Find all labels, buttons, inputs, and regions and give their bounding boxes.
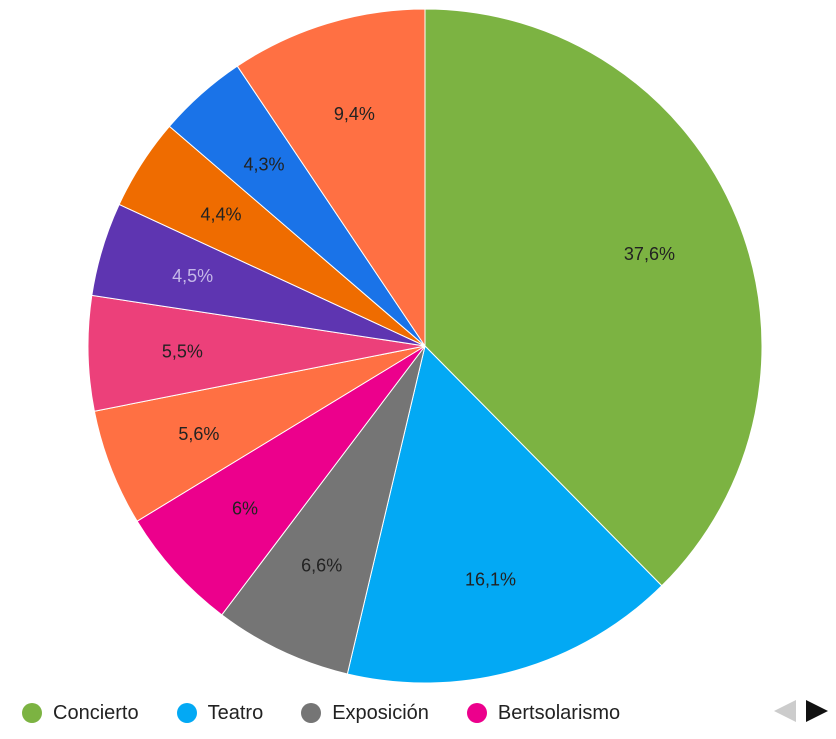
pie-slice[interactable]	[424, 8, 763, 587]
legend-label: Concierto	[53, 701, 139, 724]
legend-item-teatro[interactable]: Teatro	[176, 701, 264, 725]
pie-slice[interactable]	[136, 345, 426, 616]
legend-swatch	[22, 703, 42, 723]
slice-value-label: 5,6%	[178, 424, 219, 444]
legend-item-bertsolarismo[interactable]: Bertsolarismo	[466, 701, 621, 725]
arrow-left-icon[interactable]	[774, 700, 796, 722]
slice-value-label: 4,4%	[200, 205, 241, 225]
legend-label: Exposición	[332, 701, 429, 724]
pie-slice[interactable]	[346, 345, 663, 684]
legend-pager	[774, 700, 828, 722]
slice-value-label: 4,3%	[243, 154, 284, 174]
legend-swatch	[466, 703, 487, 723]
legend-label: Teatro	[207, 701, 264, 724]
slice-value-label: 16,1%	[465, 570, 516, 590]
legend: Concierto Teatro Exposición Bertsolarism…	[22, 698, 658, 728]
slice-value-label: 6,6%	[301, 556, 342, 576]
slice-value-label: 9,4%	[334, 104, 375, 124]
legend-swatch	[301, 703, 322, 723]
slice-value-label: 5,5%	[162, 341, 203, 361]
pie-chart: 37,6% 16,1% 6,6% 6% 5,6% 5,5% 4,5% 4,4% 4,3% 9,4%	[87, 8, 763, 684]
pie-slices	[87, 8, 763, 684]
slice-value-label: 6%	[232, 499, 258, 519]
pie-slice[interactable]	[221, 345, 426, 675]
legend-label: Bertsolarismo	[497, 701, 621, 724]
pie-slice[interactable]	[236, 8, 426, 348]
legend-item-exposicion[interactable]: Exposición	[301, 702, 429, 725]
legend-swatch	[176, 703, 197, 723]
slice-value-label: 4,5%	[172, 266, 213, 286]
slice-value-label: 37,6%	[624, 244, 675, 264]
pie-labels: 37,6% 16,1% 6,6% 6% 5,6% 5,5% 4,5% 4,4% 4,3% 9,4%	[162, 104, 675, 590]
arrow-right-icon[interactable]	[806, 700, 828, 722]
legend-item-concierto[interactable]: Concierto	[22, 702, 139, 725]
